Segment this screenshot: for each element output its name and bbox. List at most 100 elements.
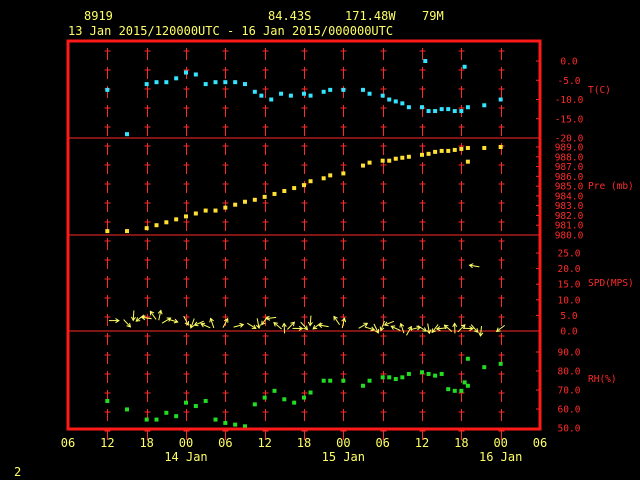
y-tick-label: -5.0 — [558, 76, 581, 87]
wind-arrow — [265, 315, 277, 321]
wind-arrow-shaft — [333, 316, 340, 326]
wind-arrow-head — [435, 326, 441, 332]
temperature-point — [321, 89, 326, 94]
wind-arrow — [273, 321, 282, 330]
y-tick-label: 0.0 — [560, 327, 577, 338]
wind-arrow-head — [422, 327, 428, 332]
wind-arrow — [189, 318, 195, 329]
pressure-point — [184, 214, 188, 219]
pressure-point — [164, 220, 169, 225]
wind-arrow-shaft — [384, 320, 395, 326]
wind-arrow — [390, 325, 401, 331]
wind-arrow-head — [431, 328, 436, 334]
temperature-point — [387, 97, 392, 102]
pressure-point — [482, 145, 487, 150]
wind-arrow — [373, 323, 380, 334]
pressure-point — [213, 208, 218, 213]
wind-arrow-shaft — [283, 323, 286, 334]
temperature-point — [423, 59, 428, 63]
wind-arrow-head — [209, 317, 214, 323]
temperature-point — [259, 93, 264, 98]
pressure-point — [252, 197, 257, 202]
x-tick-label: 18 — [139, 436, 153, 450]
panel-label-pressure: Pre (mb) — [588, 181, 634, 192]
wind-arrow-shaft — [364, 326, 375, 331]
humidity-point — [446, 387, 451, 392]
pressure-point — [233, 202, 238, 207]
temperature-point — [203, 82, 208, 87]
pressure-point — [272, 191, 277, 196]
x-tick-label: 06 — [533, 436, 547, 450]
temperature-point — [367, 91, 372, 96]
latitude: 84.43S — [268, 9, 311, 23]
humidity-point — [387, 375, 392, 380]
panel-label-wind: SPD(MPS) — [588, 278, 634, 289]
pressure-point — [367, 160, 372, 165]
pressure-point — [203, 208, 208, 213]
temperature-point — [498, 97, 503, 102]
wind-arrow — [183, 315, 190, 326]
humidity-point — [154, 417, 159, 422]
wind-arrow-shaft — [256, 318, 260, 329]
wind-arrow — [307, 315, 313, 327]
y-tick-label: -15.0 — [555, 114, 584, 125]
humidity-point — [252, 402, 257, 407]
wind-arrow — [341, 317, 347, 329]
wind-arrow — [233, 322, 245, 328]
wind-arrow — [426, 323, 432, 335]
wind-arrow-shaft — [273, 322, 282, 330]
wind-arrow-head — [223, 317, 229, 323]
wind-arrow-shaft — [341, 318, 345, 329]
humidity-point — [262, 395, 267, 400]
x-tick-label: 12 — [415, 436, 429, 450]
wind-arrow — [300, 321, 308, 331]
wind-arrow-head — [399, 322, 405, 328]
pressure-point — [393, 156, 398, 161]
wind-arrow-shaft — [266, 316, 277, 320]
wind-arrow-head — [184, 321, 190, 326]
pressure-point — [380, 158, 385, 163]
wind-arrow — [462, 325, 474, 331]
humidity-point — [321, 378, 326, 383]
wind-arrow-shaft — [149, 311, 157, 320]
wind-arrow — [478, 325, 484, 337]
humidity-point — [393, 377, 398, 382]
wind-arrow — [130, 310, 136, 322]
temperature-point — [400, 101, 405, 106]
humidity-point — [341, 378, 346, 383]
wind-arrow — [108, 318, 120, 324]
wind-arrow-head — [363, 322, 369, 328]
wind-arrow-shaft — [233, 324, 244, 328]
temperature-point — [420, 105, 424, 110]
wind-arrow-shaft — [123, 319, 131, 328]
humidity-point — [439, 371, 444, 376]
y-tick-label: 10.0 — [558, 295, 581, 306]
page-number: 2 — [14, 465, 21, 479]
humidity-point — [459, 388, 464, 393]
pressure-point — [105, 229, 110, 234]
wind-arrow-shaft — [300, 321, 308, 330]
humidity-point — [125, 407, 129, 412]
wind-arrow-shaft — [132, 310, 135, 321]
wind-arrow-head — [469, 325, 474, 331]
humidity-point — [272, 388, 277, 393]
wind-arrow — [431, 324, 439, 334]
temperature-point — [302, 91, 306, 96]
pressure-point — [465, 145, 470, 150]
x-tick-label: 00 — [179, 436, 193, 450]
wind-arrow-shaft — [358, 322, 368, 329]
wind-arrow — [140, 315, 152, 321]
temperature-point — [482, 103, 487, 108]
wind-arrow — [457, 324, 466, 333]
wind-arrow-shaft — [158, 310, 162, 321]
wind-arrow-shaft — [444, 324, 453, 333]
humidity-point — [328, 378, 333, 383]
wind-arrow-head — [173, 318, 179, 324]
pressure-point — [144, 226, 149, 231]
pressure-point — [400, 155, 405, 160]
wind-arrow-shaft — [200, 323, 211, 329]
wind-arrow — [157, 309, 163, 321]
pressure-point — [498, 145, 503, 149]
x-tick-label: 12 — [100, 436, 114, 450]
wind-arrow — [292, 325, 304, 331]
